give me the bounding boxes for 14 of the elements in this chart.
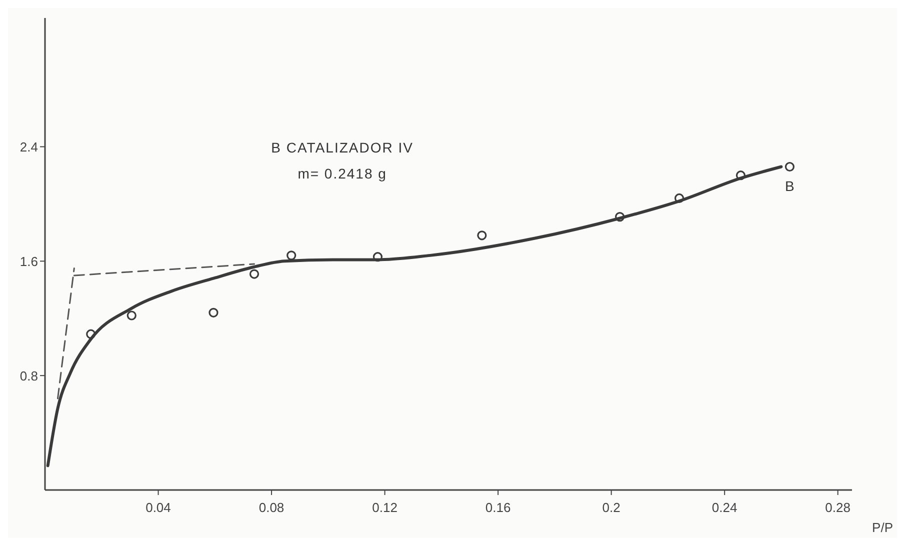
annotation: m= 0.2418 g bbox=[298, 166, 387, 182]
y-tick-label: 1.6 bbox=[20, 254, 38, 270]
x-tick-label: 0.12 bbox=[372, 500, 398, 515]
x-tick-label: 0.28 bbox=[825, 500, 850, 515]
x-tick-label: 0.04 bbox=[146, 500, 171, 515]
annotation: B CATALIZADOR IV bbox=[271, 140, 414, 156]
x-tick-label: 0.16 bbox=[485, 500, 511, 515]
x-axis-title: P/P bbox=[872, 520, 893, 535]
x-tick-label: 0.08 bbox=[258, 500, 284, 515]
x-tick-label: 0.2 bbox=[602, 500, 620, 515]
y-tick-label: 0.8 bbox=[20, 368, 38, 384]
y-tick-label: 2.4 bbox=[20, 140, 38, 155]
x-tick-label: 0.24 bbox=[712, 500, 738, 515]
annotation: B bbox=[785, 178, 794, 194]
